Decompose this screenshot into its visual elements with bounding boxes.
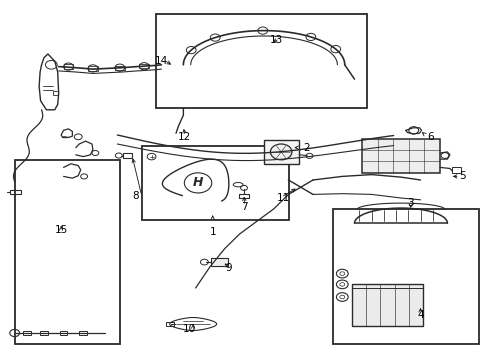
Bar [361, 139, 439, 173]
Bar [211, 258, 227, 266]
Bar [332, 209, 478, 344]
Bar [156, 14, 366, 108]
Text: 9: 9 [225, 263, 232, 273]
Text: 11: 11 [276, 193, 290, 203]
Bar [115, 66, 124, 70]
Text: 8: 8 [132, 191, 139, 201]
Bar [10, 190, 20, 194]
Bar [23, 331, 31, 335]
Bar [139, 64, 149, 68]
Text: 15: 15 [54, 225, 68, 235]
Text: 1: 1 [209, 227, 216, 237]
Bar [88, 66, 98, 71]
Bar [53, 91, 58, 95]
Text: 5: 5 [458, 171, 465, 181]
Text: H: H [192, 176, 203, 189]
Bar [264, 140, 299, 164]
Bar [63, 64, 73, 69]
Bar [60, 331, 67, 335]
Bar [451, 167, 460, 173]
Bar [166, 322, 173, 326]
Text: 7: 7 [241, 202, 247, 212]
Bar [15, 160, 120, 344]
Text: 3: 3 [407, 198, 413, 208]
Bar [238, 194, 249, 198]
Text: 2: 2 [302, 143, 309, 153]
Bar [123, 153, 132, 158]
Bar [79, 331, 87, 335]
Circle shape [270, 144, 291, 160]
Text: 4: 4 [416, 310, 423, 320]
Text: 13: 13 [269, 35, 283, 45]
Text: 6: 6 [426, 132, 433, 142]
Text: 10: 10 [183, 324, 196, 334]
Bar [351, 284, 422, 326]
Bar [40, 331, 48, 335]
Text: 14: 14 [154, 56, 168, 66]
Text: 12: 12 [178, 132, 191, 142]
Bar [142, 146, 288, 220]
